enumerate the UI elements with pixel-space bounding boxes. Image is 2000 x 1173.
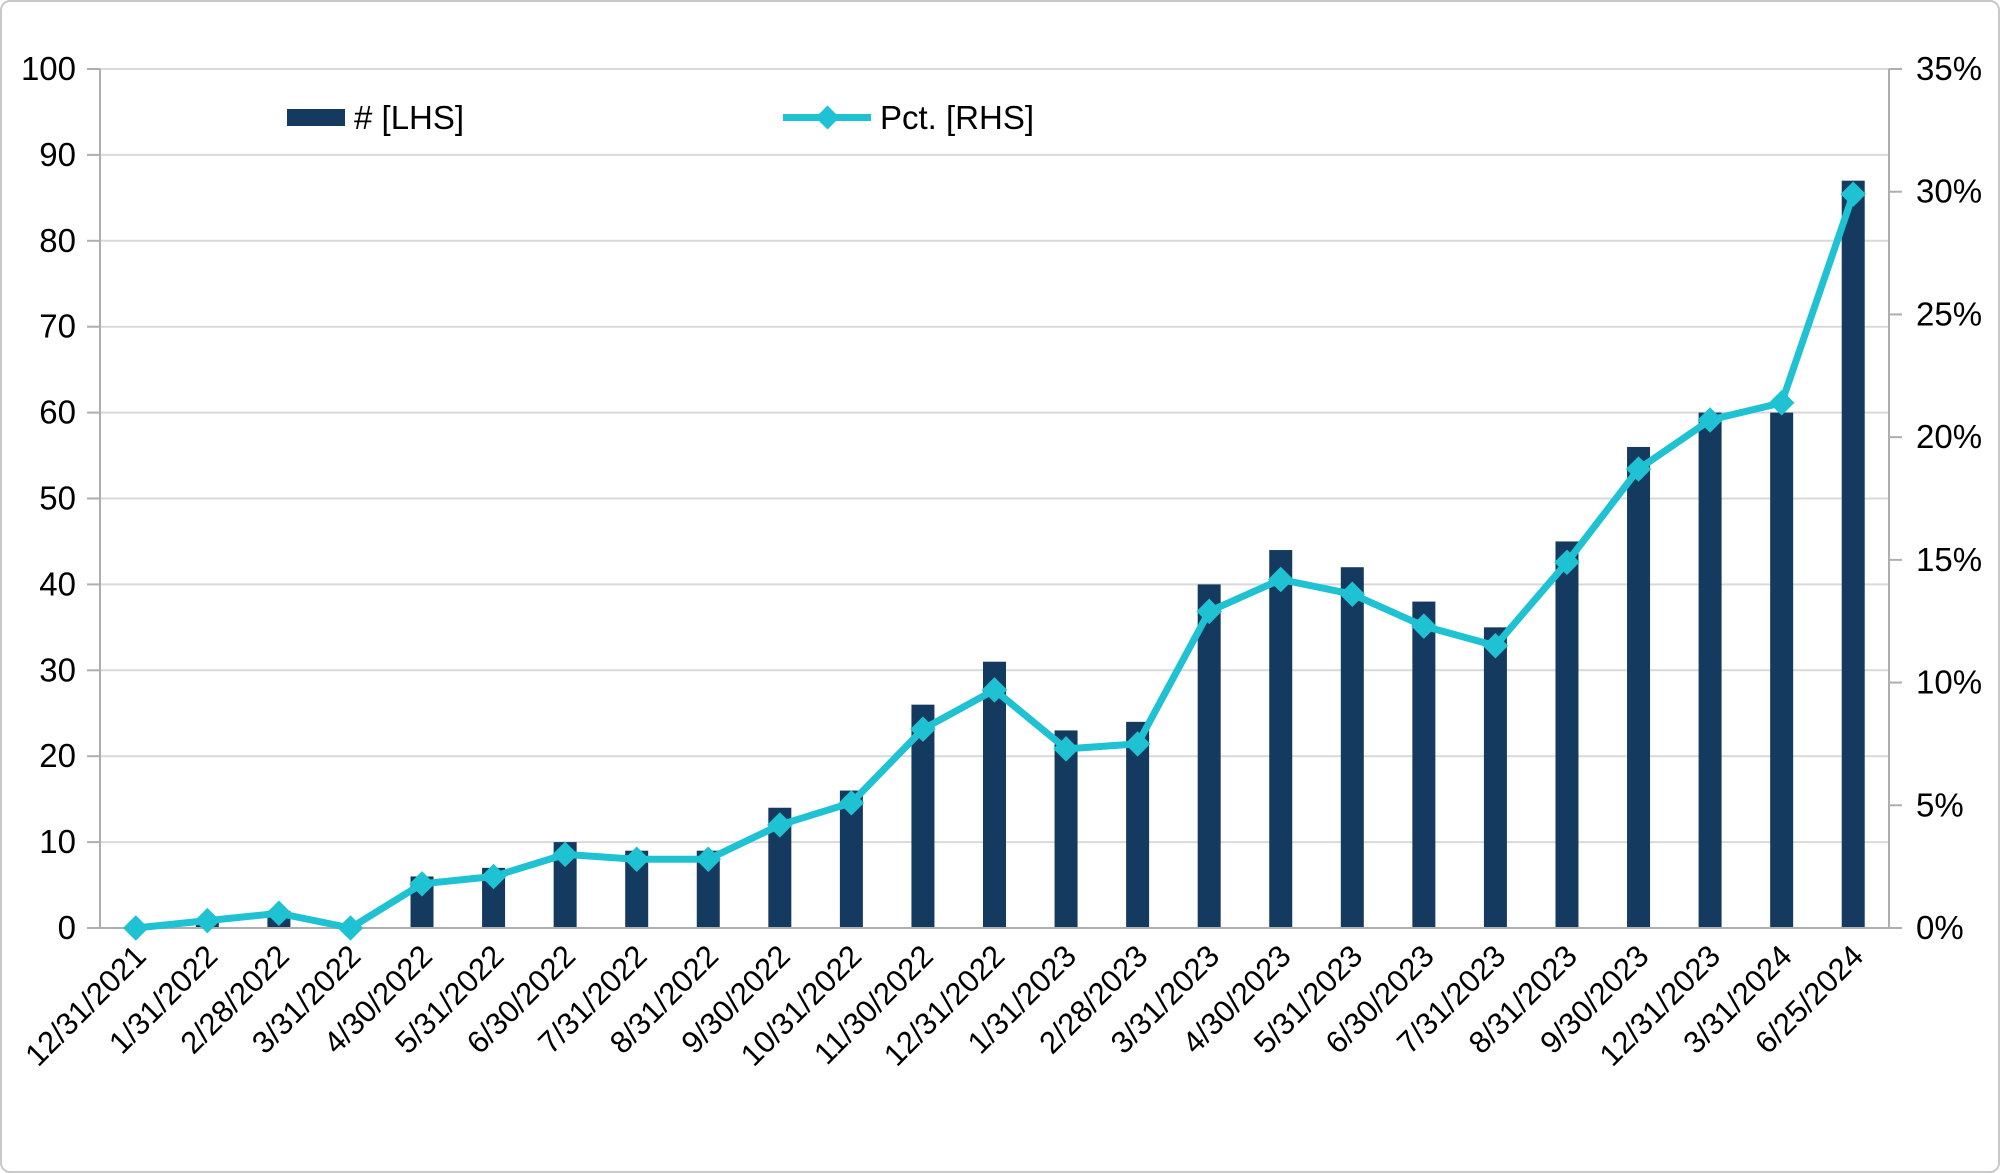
left-axis-tick-label: 80 (39, 222, 76, 259)
line-point-marker (194, 907, 221, 934)
left-axis-tick-label: 10 (39, 823, 76, 860)
bar (1841, 180, 1865, 929)
left-axis-tick-label: 50 (39, 480, 76, 517)
line-point-marker (409, 871, 435, 897)
diamond-marker-icon (815, 104, 840, 130)
legend-item-bar-series: # [LHS] (287, 101, 464, 134)
line-point-marker (480, 863, 507, 890)
line-point-marker (767, 812, 793, 838)
line-point-marker (266, 900, 292, 927)
right-axis-tick-label: 10% (1916, 664, 1982, 701)
left-axis-tick-label: 0 (58, 909, 76, 946)
bar (1269, 550, 1293, 928)
right-axis-tick-label: 30% (1916, 173, 1982, 210)
line-point-marker (123, 915, 149, 941)
bar (768, 807, 792, 928)
bar (625, 850, 649, 928)
left-axis-tick-label: 20 (39, 737, 76, 774)
bar (983, 661, 1006, 928)
line-point-marker (337, 915, 364, 941)
bar (1412, 601, 1436, 928)
bar (1698, 412, 1722, 929)
left-axis-tick-label: 40 (39, 565, 76, 602)
left-axis-tick-label: 60 (39, 394, 76, 431)
bar (839, 790, 863, 928)
line-point-marker (838, 790, 865, 816)
right-axis-tick-label: 25% (1916, 295, 1982, 332)
left-axis-tick-label: 100 (21, 50, 76, 87)
bar (1054, 730, 1078, 928)
left-axis-tick-label: 70 (39, 308, 76, 345)
right-axis-tick-label: 35% (1916, 50, 1982, 87)
bar-series-label: # [LHS] (354, 99, 465, 136)
bar (1627, 446, 1651, 928)
bar (553, 842, 577, 928)
bar (696, 850, 720, 928)
bar-series-swatch (287, 109, 345, 126)
bar (911, 704, 935, 928)
bar (1770, 412, 1794, 929)
line-point-marker (552, 841, 578, 868)
right-axis-tick-label: 15% (1916, 541, 1982, 578)
legend-item-line-series: Pct. [RHS] (783, 101, 1034, 134)
line-point-marker (695, 846, 721, 873)
bar (1555, 541, 1579, 928)
line-series-label: Pct. [RHS] (880, 99, 1035, 136)
bar (1126, 721, 1150, 928)
bar (1340, 567, 1364, 928)
bar (1197, 584, 1221, 928)
left-axis-tick-label: 30 (39, 651, 76, 688)
right-axis-tick-label: 20% (1916, 418, 1982, 455)
right-axis-tick-label: 5% (1916, 786, 1964, 823)
left-axis-tick-label: 90 (39, 136, 76, 173)
line-series-swatch (783, 104, 871, 130)
line-point-marker (910, 716, 936, 742)
line-point-marker (623, 846, 650, 873)
right-axis-tick-label: 0% (1916, 909, 1964, 946)
bar (1483, 627, 1507, 928)
line-point-marker (981, 677, 1008, 703)
